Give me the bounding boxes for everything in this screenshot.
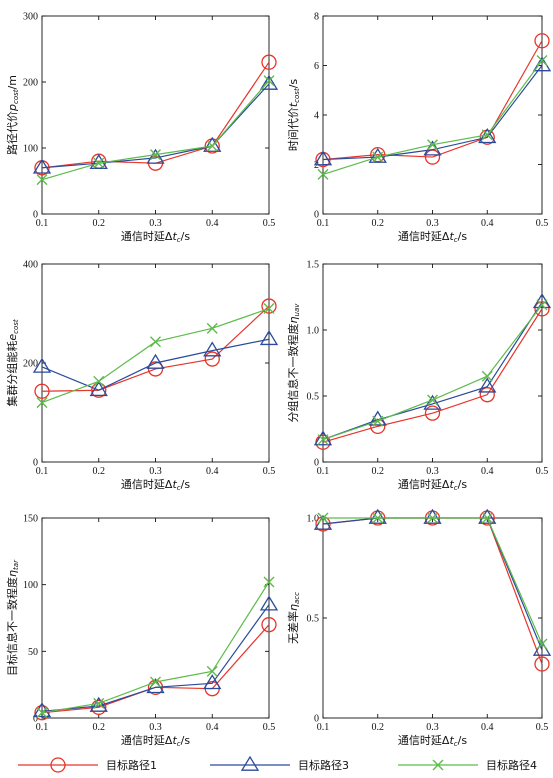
x-tick-label: 0.1 (317, 722, 330, 733)
x-tick-label: 0.4 (206, 466, 219, 477)
legend-label: 目标路径4 (486, 758, 537, 772)
y-axis-label: 集群分组能耗ecost (5, 319, 20, 407)
plot-frame (42, 16, 269, 214)
x-tick-label: 0.4 (206, 722, 219, 733)
data-point (207, 323, 217, 333)
y-tick-label: 150 (23, 514, 38, 525)
x-tick-label: 0.2 (93, 722, 106, 733)
series-line-3 (323, 518, 542, 644)
x-tick-label: 0.3 (149, 466, 162, 477)
x-tick-label: 0.5 (263, 722, 276, 733)
x-tick-label: 0.2 (372, 722, 385, 733)
data-point (151, 337, 161, 347)
y-tick-label: 200 (23, 78, 38, 89)
y-tick-label: 50 (28, 647, 38, 658)
x-tick-label: 0.5 (263, 466, 276, 477)
x-axis-label: 通信时延Δtc/s (121, 478, 190, 492)
legend: 目标路径1 目标路径3 目标路径4 (18, 757, 537, 772)
chart-panel-5: 0 50 100 150 0.1 0.2 0.3 0.4 0.5 通信时延Δtc/s 目标信息不一致… (5, 514, 277, 749)
y-axis-label: 时间代价tcost/s (287, 79, 301, 152)
x-tick-label: 0.4 (206, 218, 219, 229)
y-axis-label: 目标信息不一致程度ηtar (5, 559, 20, 676)
y-tick-label: 400 (23, 260, 38, 271)
y-tick-label: 8 (314, 12, 319, 23)
series-line-1 (323, 309, 542, 442)
x-tick-label: 0.1 (317, 218, 330, 229)
x-tick-label: 0.2 (372, 218, 385, 229)
x-tick-label: 0.4 (481, 466, 494, 477)
y-axis-label: 路径代价pcost/m (6, 75, 20, 155)
x-axis-label: 通信时延Δtc/s (398, 230, 467, 244)
chart-panel-2: 0 2 4 6 8 0.1 0.2 0.3 0.4 0.5 通信时延Δtc/s 时间代价tcost/s (287, 12, 550, 245)
y-tick-label: 0.5 (307, 392, 320, 403)
x-tick-label: 0.3 (426, 218, 439, 229)
y-axis-label: 无差率ηacc (286, 592, 301, 644)
x-tick-label: 0.3 (149, 218, 162, 229)
x-tick-label: 0.1 (317, 466, 330, 477)
series-line-2 (323, 302, 542, 439)
x-tick-label: 0.2 (93, 218, 106, 229)
x-axis-label: 通信时延Δtc/s (398, 478, 467, 492)
series-line-1 (42, 62, 269, 168)
x-tick-label: 0.4 (481, 722, 494, 733)
chart-panel-4: 0 0.5 1.0 1.5 0.1 0.2 0.3 0.4 0.5 通信时延Δtc/s 分组信息不一… (286, 260, 550, 493)
legend-label: 目标路径3 (298, 758, 349, 772)
x-tick-label: 0.4 (481, 218, 494, 229)
y-axis-label: 分组信息不一致程度ηuav (286, 303, 301, 423)
y-tick-label: 100 (23, 580, 38, 591)
legend-item-1: 目标路径1 (18, 758, 157, 772)
x-axis-label: 通信时延Δtc/s (121, 734, 190, 748)
y-tick-label: 200 (23, 359, 38, 370)
y-tick-label: 4 (314, 111, 319, 122)
x-tick-label: 0.5 (263, 218, 276, 229)
series-line-1 (42, 625, 269, 713)
x-tick-label: 0.3 (426, 466, 439, 477)
x-tick-label: 0.5 (536, 218, 549, 229)
data-point (94, 376, 104, 386)
series-line-2 (42, 339, 269, 390)
y-tick-label: 1.0 (307, 326, 320, 337)
series-line-2 (323, 518, 542, 650)
legend-marker (242, 757, 258, 770)
x-tick-label: 0.1 (36, 722, 49, 733)
x-tick-label: 0.2 (372, 466, 385, 477)
x-axis-label: 通信时延Δtc/s (121, 230, 190, 244)
plot-frame (323, 518, 542, 718)
series-line-1 (323, 518, 542, 664)
chart-panel-3: 0 200 400 0.1 0.2 0.3 0.4 0.5 通信时延Δtc/s 集群分组能耗eco… (5, 260, 277, 493)
x-tick-label: 0.1 (36, 218, 49, 229)
x-tick-label: 0.5 (536, 466, 549, 477)
legend-item-3: 目标路径4 (398, 758, 537, 772)
y-tick-label: 1.5 (307, 260, 320, 271)
y-tick-label: 0.5 (307, 614, 320, 625)
plot-frame (42, 518, 269, 718)
x-tick-label: 0.3 (149, 722, 162, 733)
legend-label: 目标路径1 (106, 758, 157, 772)
chart-panel-6: 0 0.5 1.0 0.1 0.2 0.3 0.4 0.5 通信时延Δtc/s 无差率ηacc (286, 510, 550, 748)
y-tick-label: 100 (23, 144, 38, 155)
x-tick-label: 0.2 (93, 466, 106, 477)
x-tick-label: 0.1 (36, 466, 49, 477)
legend-item-2: 目标路径3 (210, 757, 349, 772)
plot-frame (323, 16, 542, 214)
y-tick-label: 300 (23, 12, 38, 23)
series-line-3 (323, 305, 542, 440)
y-tick-label: 6 (314, 61, 319, 72)
x-tick-label: 0.5 (536, 722, 549, 733)
x-tick-label: 0.3 (426, 722, 439, 733)
x-axis-label: 通信时延Δtc/s (398, 734, 467, 748)
chart-panel-1: 0 100 200 300 0.1 0.2 0.3 0.4 0.5 通信时延Δtc/s 路径代价pc… (6, 12, 277, 245)
series-line-1 (42, 306, 269, 391)
y-tick-label: 1.0 (307, 514, 320, 525)
series-line-2 (42, 605, 269, 712)
